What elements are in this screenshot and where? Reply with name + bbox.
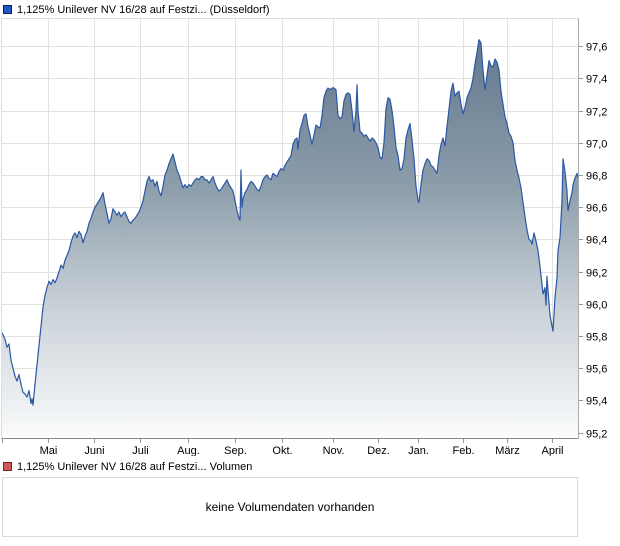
- y-axis-label: 96,4: [586, 235, 607, 247]
- y-axis-label: 97,6: [586, 42, 607, 54]
- x-axis-label: Feb.: [452, 445, 474, 456]
- y-axis-label: 96,2: [586, 268, 607, 280]
- y-axis-label: 96,8: [586, 171, 607, 183]
- x-axis-label: Dez.: [367, 445, 390, 456]
- y-axis-label: 95,6: [586, 364, 607, 376]
- price-series-legend: 1,125% Unilever NV 16/28 auf Festzi... (…: [3, 3, 270, 16]
- y-axis-label: 97,4: [586, 74, 607, 86]
- volume-series-legend-label: 1,125% Unilever NV 16/28 auf Festzi... V…: [17, 460, 253, 473]
- price-series-legend-label: 1,125% Unilever NV 16/28 auf Festzi... (…: [17, 3, 270, 16]
- y-axis-label: 97,2: [586, 107, 607, 119]
- volume-series-swatch-icon: [3, 462, 12, 471]
- x-axis-label: Sep.: [224, 445, 247, 456]
- y-axis-label: 95,2: [586, 429, 607, 441]
- y-axis-label: 95,8: [586, 332, 607, 344]
- volume-series-legend: 1,125% Unilever NV 16/28 auf Festzi... V…: [3, 460, 252, 473]
- x-axis-label: April: [541, 445, 563, 456]
- volume-empty-message: keine Volumendaten vorhanden: [205, 500, 375, 514]
- y-axis-label: 96,0: [586, 300, 607, 312]
- x-axis-label: Mai: [40, 445, 58, 456]
- volume-panel: keine Volumendaten vorhanden: [2, 477, 578, 537]
- x-axis-label: Juli: [132, 445, 149, 456]
- price-line: [1, 39, 579, 406]
- x-axis-label: Nov.: [323, 445, 345, 456]
- y-axis-label: 95,4: [586, 396, 607, 408]
- x-axis-label: Aug.: [177, 445, 200, 456]
- y-axis-label: 96,6: [586, 203, 607, 215]
- price-area-fill: [2, 39, 578, 438]
- price-series-swatch-icon: [3, 5, 12, 14]
- x-axis-label: März: [495, 445, 519, 456]
- x-axis-label: Jan.: [408, 445, 429, 456]
- price-history-chart[interactable]: 95,2 95,4 95,6 95,8 96,0 96,2 96,4 96,6 96,8 97,0…: [0, 0, 620, 457]
- x-axis-label: Juni: [84, 445, 104, 456]
- y-axis-label: 97,0: [586, 139, 607, 151]
- x-axis-label: Okt.: [272, 445, 292, 456]
